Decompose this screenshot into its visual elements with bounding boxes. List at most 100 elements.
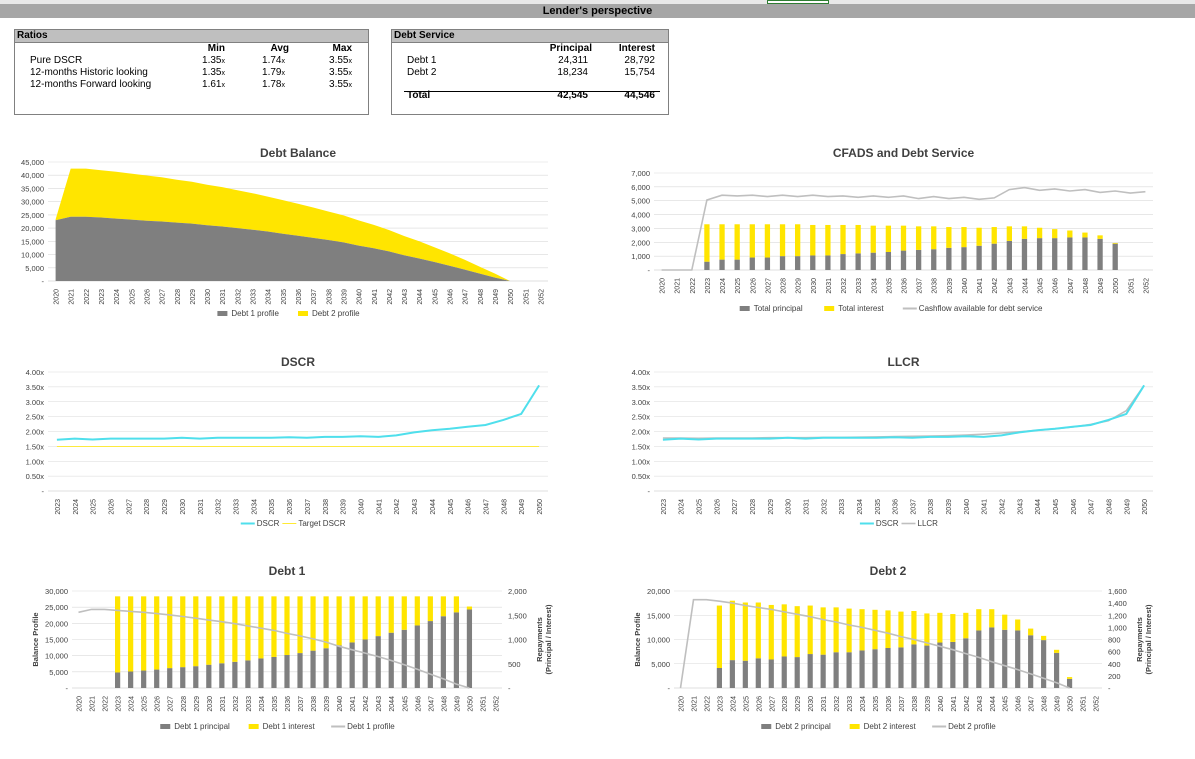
y2-tick-label: 1,000 xyxy=(1108,623,1127,632)
x-tick-label: 2025 xyxy=(743,696,750,712)
x-tick-label: 2024 xyxy=(114,289,121,305)
x-tick-label: 2046 xyxy=(1053,278,1060,294)
x-tick-label: 2026 xyxy=(756,696,763,712)
x-tick-label: 2036 xyxy=(893,499,900,515)
legend-swatch xyxy=(849,724,860,729)
x-tick-label: 2033 xyxy=(234,499,241,515)
bar-principal xyxy=(453,612,459,688)
chart-title: LLCR xyxy=(888,355,920,369)
x-tick-label: 2030 xyxy=(808,696,815,712)
bar-interest xyxy=(219,596,225,664)
legend-label: Cashflow available for debt service xyxy=(919,304,1043,313)
bar-interest xyxy=(284,596,290,656)
bar-interest xyxy=(167,596,173,669)
x-tick-label: 2028 xyxy=(781,278,788,294)
ratios-value: 1.79x xyxy=(262,67,285,78)
debt-service-panel: Debt Service Principal Interest Debt 1 2… xyxy=(391,29,669,115)
bar-principal xyxy=(323,648,329,688)
x-tick-label: 2052 xyxy=(493,696,500,712)
x-tick-label: 2045 xyxy=(432,289,439,305)
x-tick-label: 2021 xyxy=(69,289,76,305)
x-tick-label: 2042 xyxy=(394,499,401,515)
bar-principal xyxy=(349,642,355,688)
bar-principal xyxy=(258,658,264,688)
legend-swatch xyxy=(248,724,259,729)
bar-principal xyxy=(794,657,800,688)
legend-label: Debt 1 interest xyxy=(263,722,316,731)
bar-principal xyxy=(245,660,251,688)
y2-tick-label: 200 xyxy=(1108,672,1121,681)
bar-total-principal xyxy=(704,261,710,270)
debt-service-row-label: Debt 2 xyxy=(407,67,437,78)
bar-total-interest xyxy=(764,224,771,258)
x-tick-label: 2049 xyxy=(519,499,526,515)
x-tick-label: 2040 xyxy=(962,278,969,294)
x-tick-label: 2022 xyxy=(704,696,711,712)
x-tick-label: 2027 xyxy=(126,499,133,515)
x-tick-label: 2042 xyxy=(363,696,370,712)
bar-interest xyxy=(976,609,982,631)
x-tick-label: 2023 xyxy=(55,499,62,515)
y2-tick-label: 1,200 xyxy=(1108,611,1127,620)
ratios-col-min: Min xyxy=(207,43,225,54)
y-tick-label: 3.50x xyxy=(632,383,651,392)
y-tick-label: 1.00x xyxy=(632,457,651,466)
bar-principal xyxy=(154,669,160,688)
y-tick-label: 5,000 xyxy=(631,197,650,206)
ratios-col-avg: Avg xyxy=(270,43,289,54)
x-tick-label: 2035 xyxy=(269,499,276,515)
legend-label: Debt 2 profile xyxy=(948,722,996,731)
x-tick-label: 2026 xyxy=(714,499,721,515)
bar-total-principal xyxy=(1036,238,1043,270)
x-tick-label: 2051 xyxy=(480,696,487,712)
line-llcr xyxy=(662,384,1145,440)
bar-principal xyxy=(924,645,930,688)
bar-principal xyxy=(128,671,134,688)
x-tick-label: 2031 xyxy=(803,499,810,515)
x-tick-label: 2040 xyxy=(337,696,344,712)
debt-service-value: 24,311 xyxy=(558,55,588,66)
x-tick-label: 2036 xyxy=(902,278,909,294)
x-tick-label: 2029 xyxy=(768,499,775,515)
bar-interest xyxy=(911,611,917,645)
y-tick-label: 10,000 xyxy=(45,652,68,661)
selected-cell[interactable] xyxy=(767,0,829,4)
x-tick-label: 2027 xyxy=(765,278,772,294)
x-tick-label: 2031 xyxy=(826,278,833,294)
bar-total-principal xyxy=(946,247,952,270)
bar-total-principal xyxy=(900,250,907,270)
bar-interest xyxy=(781,604,787,657)
x-tick-label: 2038 xyxy=(311,696,318,712)
x-tick-label: 2043 xyxy=(1017,499,1024,515)
y2-axis-label: (Principal / Interest) xyxy=(1144,604,1153,675)
x-tick-label: 2047 xyxy=(1068,278,1075,294)
bar-principal xyxy=(755,658,761,688)
y-tick-label: 25,000 xyxy=(45,603,68,612)
x-tick-label: 2052 xyxy=(538,289,545,305)
y-tick-label: 5,000 xyxy=(25,264,44,273)
y-tick-label: 4,000 xyxy=(631,211,650,220)
x-tick-label: 2036 xyxy=(296,289,303,305)
ratios-value: 1.78x xyxy=(262,79,285,90)
x-tick-label: 2044 xyxy=(389,696,396,712)
x-tick-label: 2047 xyxy=(1029,696,1036,712)
bar-total-principal xyxy=(1082,237,1088,270)
x-tick-label: 2037 xyxy=(305,499,312,515)
bar-total-principal xyxy=(749,257,755,270)
bar-interest xyxy=(898,611,904,648)
x-tick-label: 2021 xyxy=(691,696,698,712)
x-tick-label: 2033 xyxy=(847,696,854,712)
bar-interest xyxy=(323,596,329,649)
x-tick-label: 2050 xyxy=(467,696,474,712)
bar-principal xyxy=(768,659,774,688)
bar-interest xyxy=(414,596,420,626)
x-tick-label: 2035 xyxy=(873,696,880,712)
x-tick-label: 2043 xyxy=(376,696,383,712)
bar-interest xyxy=(362,596,368,640)
bar-interest xyxy=(206,596,212,665)
y-tick-label: 2.00x xyxy=(26,428,45,437)
x-tick-label: 2049 xyxy=(1124,499,1131,515)
total-divider xyxy=(404,91,660,92)
y-tick-label: 1,000 xyxy=(631,252,650,261)
bar-total-principal xyxy=(719,259,725,270)
